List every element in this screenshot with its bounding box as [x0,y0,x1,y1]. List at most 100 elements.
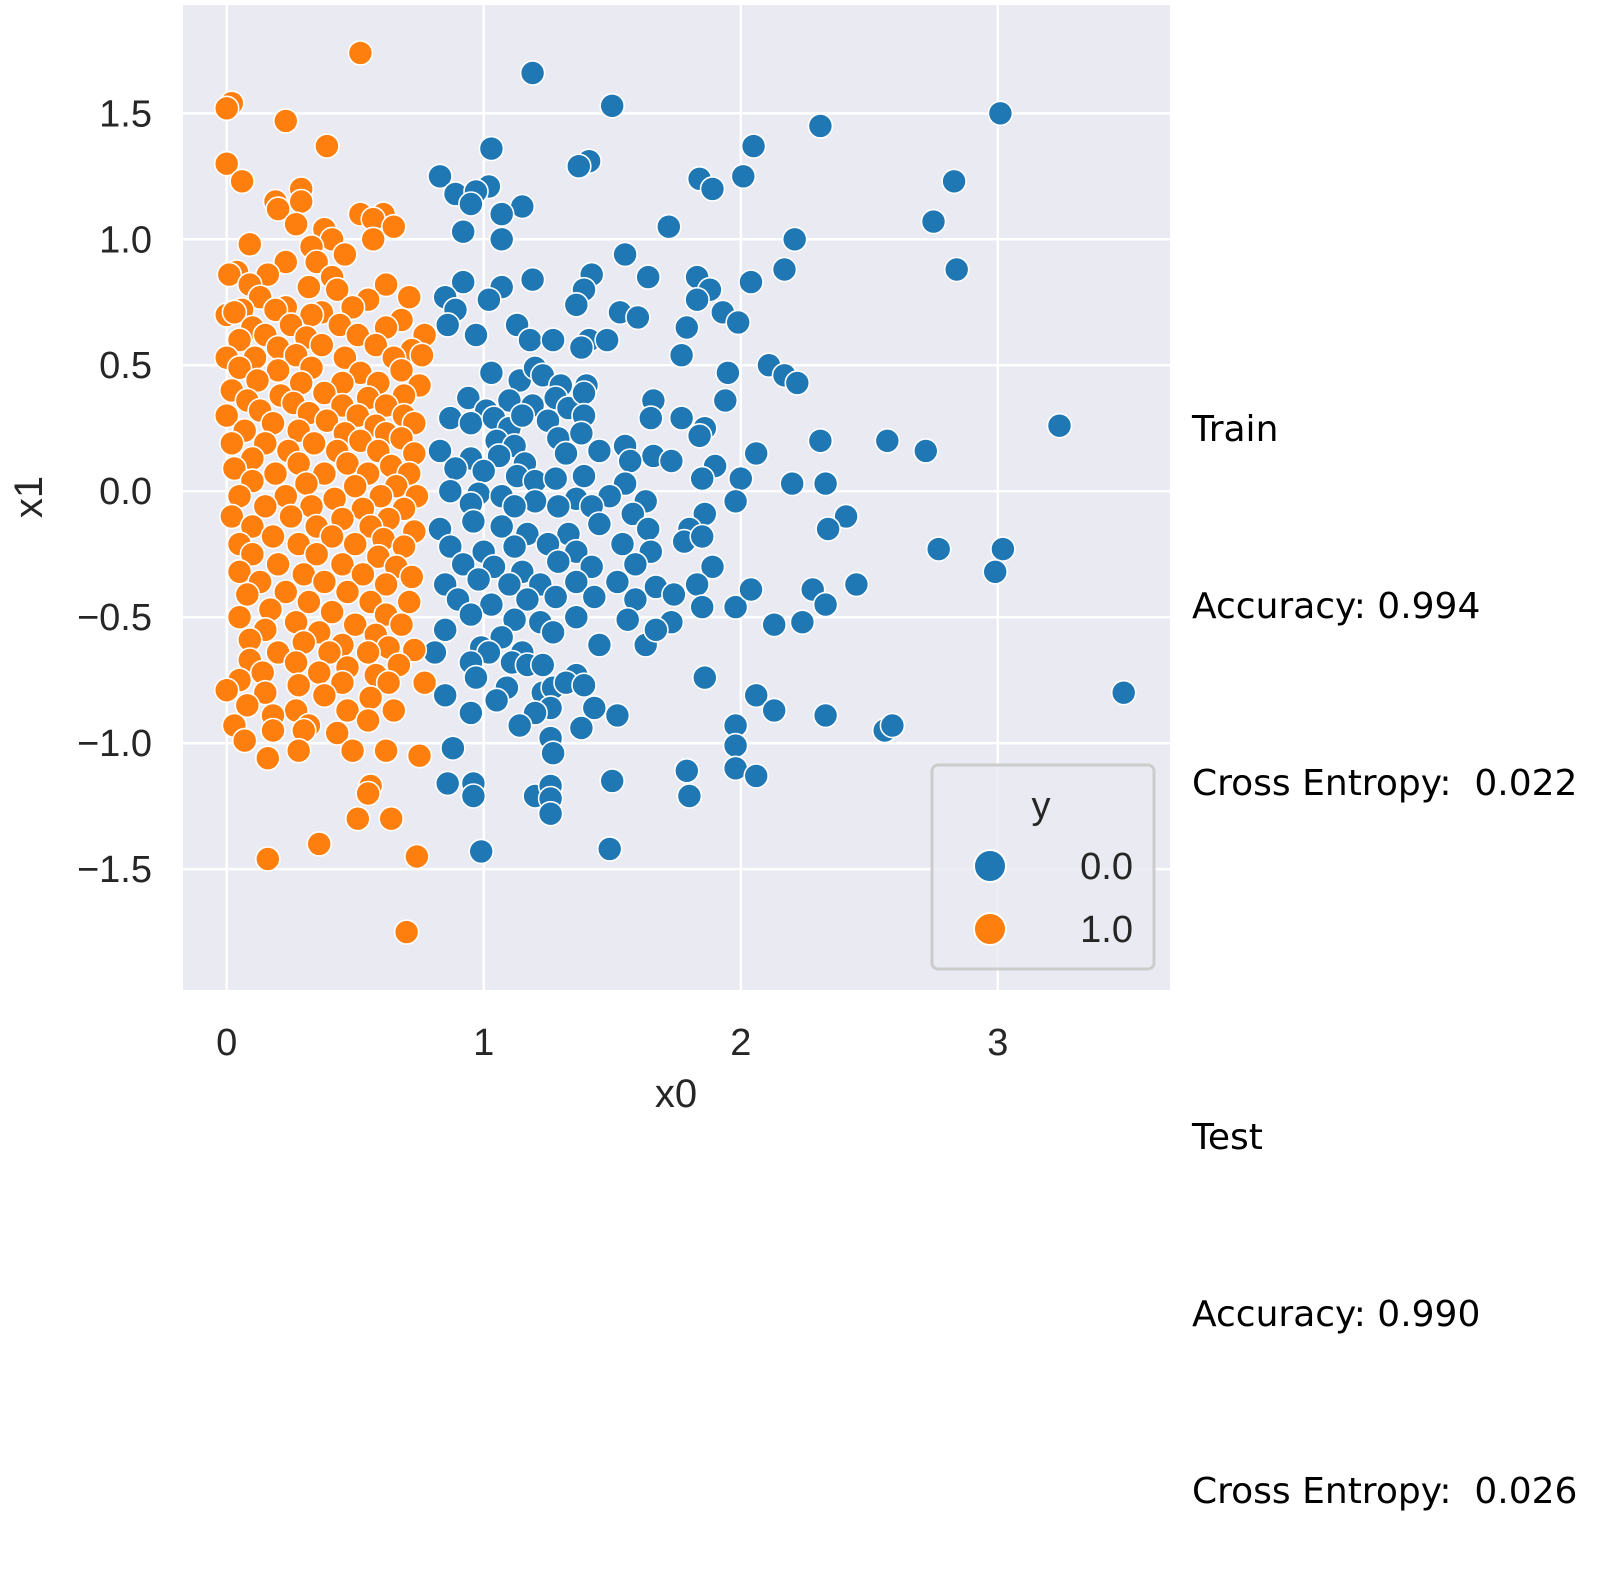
point-y-0.0 [519,266,546,293]
point-y-0.0 [545,493,572,520]
point-y-0.0 [578,553,605,580]
point-y-0.0 [673,314,700,341]
point-y-1.0 [409,342,435,369]
point-y-1.0 [231,727,258,754]
point-y-0.0 [722,732,749,759]
point-y-1.0 [296,589,322,615]
point-y-1.0 [373,571,399,598]
point-y-0.0 [779,470,806,497]
point-y-0.0 [614,606,641,633]
point-y-0.0 [712,387,739,414]
point-y-0.0 [450,269,477,295]
point-y-0.0 [540,740,566,767]
point-y-0.0 [563,291,590,318]
point-y-0.0 [599,93,626,119]
point-y-0.0 [673,757,700,784]
point-y-0.0 [509,402,536,429]
legend-marker-0 [973,849,1007,883]
point-y-0.0 [465,566,492,593]
point-y-0.0 [658,448,685,474]
point-y-0.0 [586,632,613,658]
point-y-1.0 [226,604,253,631]
legend-title: y [1032,785,1051,827]
point-y-1.0 [339,294,366,321]
point-y-1.0 [406,742,433,769]
point-y-1.0 [347,40,374,66]
point-y-0.0 [540,327,566,353]
point-y-0.0 [943,256,970,283]
point-y-1.0 [329,669,356,696]
point-y-0.0 [571,672,597,699]
point-y-0.0 [519,60,546,86]
point-y-0.0 [488,201,515,227]
point-y-1.0 [272,108,299,134]
point-y-0.0 [874,427,901,454]
point-y-0.0 [784,370,811,396]
point-y-1.0 [334,697,361,724]
point-y-0.0 [581,584,608,610]
point-y-0.0 [925,536,952,562]
point-y-1.0 [265,357,291,384]
point-y-1.0 [213,402,240,429]
point-y-0.0 [686,422,713,449]
point-y-1.0 [265,551,291,578]
point-y-0.0 [517,327,543,353]
point-y-0.0 [941,168,967,195]
point-y-0.0 [463,322,489,348]
point-y-0.0 [458,410,484,437]
point-y-0.0 [812,470,839,497]
point-y-1.0 [311,682,338,709]
legend-marker-1 [973,912,1007,946]
metrics-spacer [1192,931,1602,990]
point-y-0.0 [460,508,487,535]
point-y-0.0 [568,715,595,741]
point-y-0.0 [434,312,461,338]
point-y-0.0 [478,359,505,386]
point-y-1.0 [357,684,384,711]
point-y-0.0 [460,783,487,809]
point-y-1.0 [293,470,320,497]
point-y-0.0 [486,443,512,469]
point-y-0.0 [604,702,631,729]
point-y-1.0 [226,354,253,381]
point-y-1.0 [252,493,279,520]
point-y-1.0 [342,531,369,557]
point-y-1.0 [355,707,381,734]
y-tick-label: −1.5 [77,849,152,891]
point-y-1.0 [393,919,420,945]
point-y-0.0 [506,712,533,739]
point-y-1.0 [272,249,299,275]
point-y-0.0 [542,584,569,610]
point-y-1.0 [355,639,381,666]
y-tick-label: −0.5 [77,597,152,639]
point-y-1.0 [401,637,428,663]
point-y-0.0 [432,616,459,643]
test-title: Test [1192,1117,1263,1158]
point-y-0.0 [501,606,528,633]
point-y-0.0 [501,533,528,560]
point-y-0.0 [920,208,947,235]
point-y-1.0 [239,541,266,568]
point-y-1.0 [380,213,407,240]
point-y-0.0 [807,427,834,454]
point-y-0.0 [622,551,649,578]
point-y-0.0 [565,153,592,179]
point-y-0.0 [553,440,579,467]
point-y-1.0 [342,611,369,638]
x-tick-label: 1 [473,1022,494,1064]
point-y-0.0 [478,591,505,618]
point-y-1.0 [388,357,415,384]
y-tick-label: 0.5 [99,345,152,387]
legend-label-1: 1.0 [1080,909,1133,951]
point-y-1.0 [306,659,333,686]
point-y-0.0 [781,226,808,253]
point-y-1.0 [334,579,361,605]
point-y-1.0 [296,274,322,300]
point-y-0.0 [450,218,477,245]
point-y-1.0 [213,677,240,704]
test-accuracy: Accuracy: 0.990 [1192,1294,1481,1335]
x-axis-label: x0 [655,1072,697,1115]
point-y-0.0 [625,304,651,331]
point-y-0.0 [529,652,556,678]
point-y-0.0 [689,594,716,620]
